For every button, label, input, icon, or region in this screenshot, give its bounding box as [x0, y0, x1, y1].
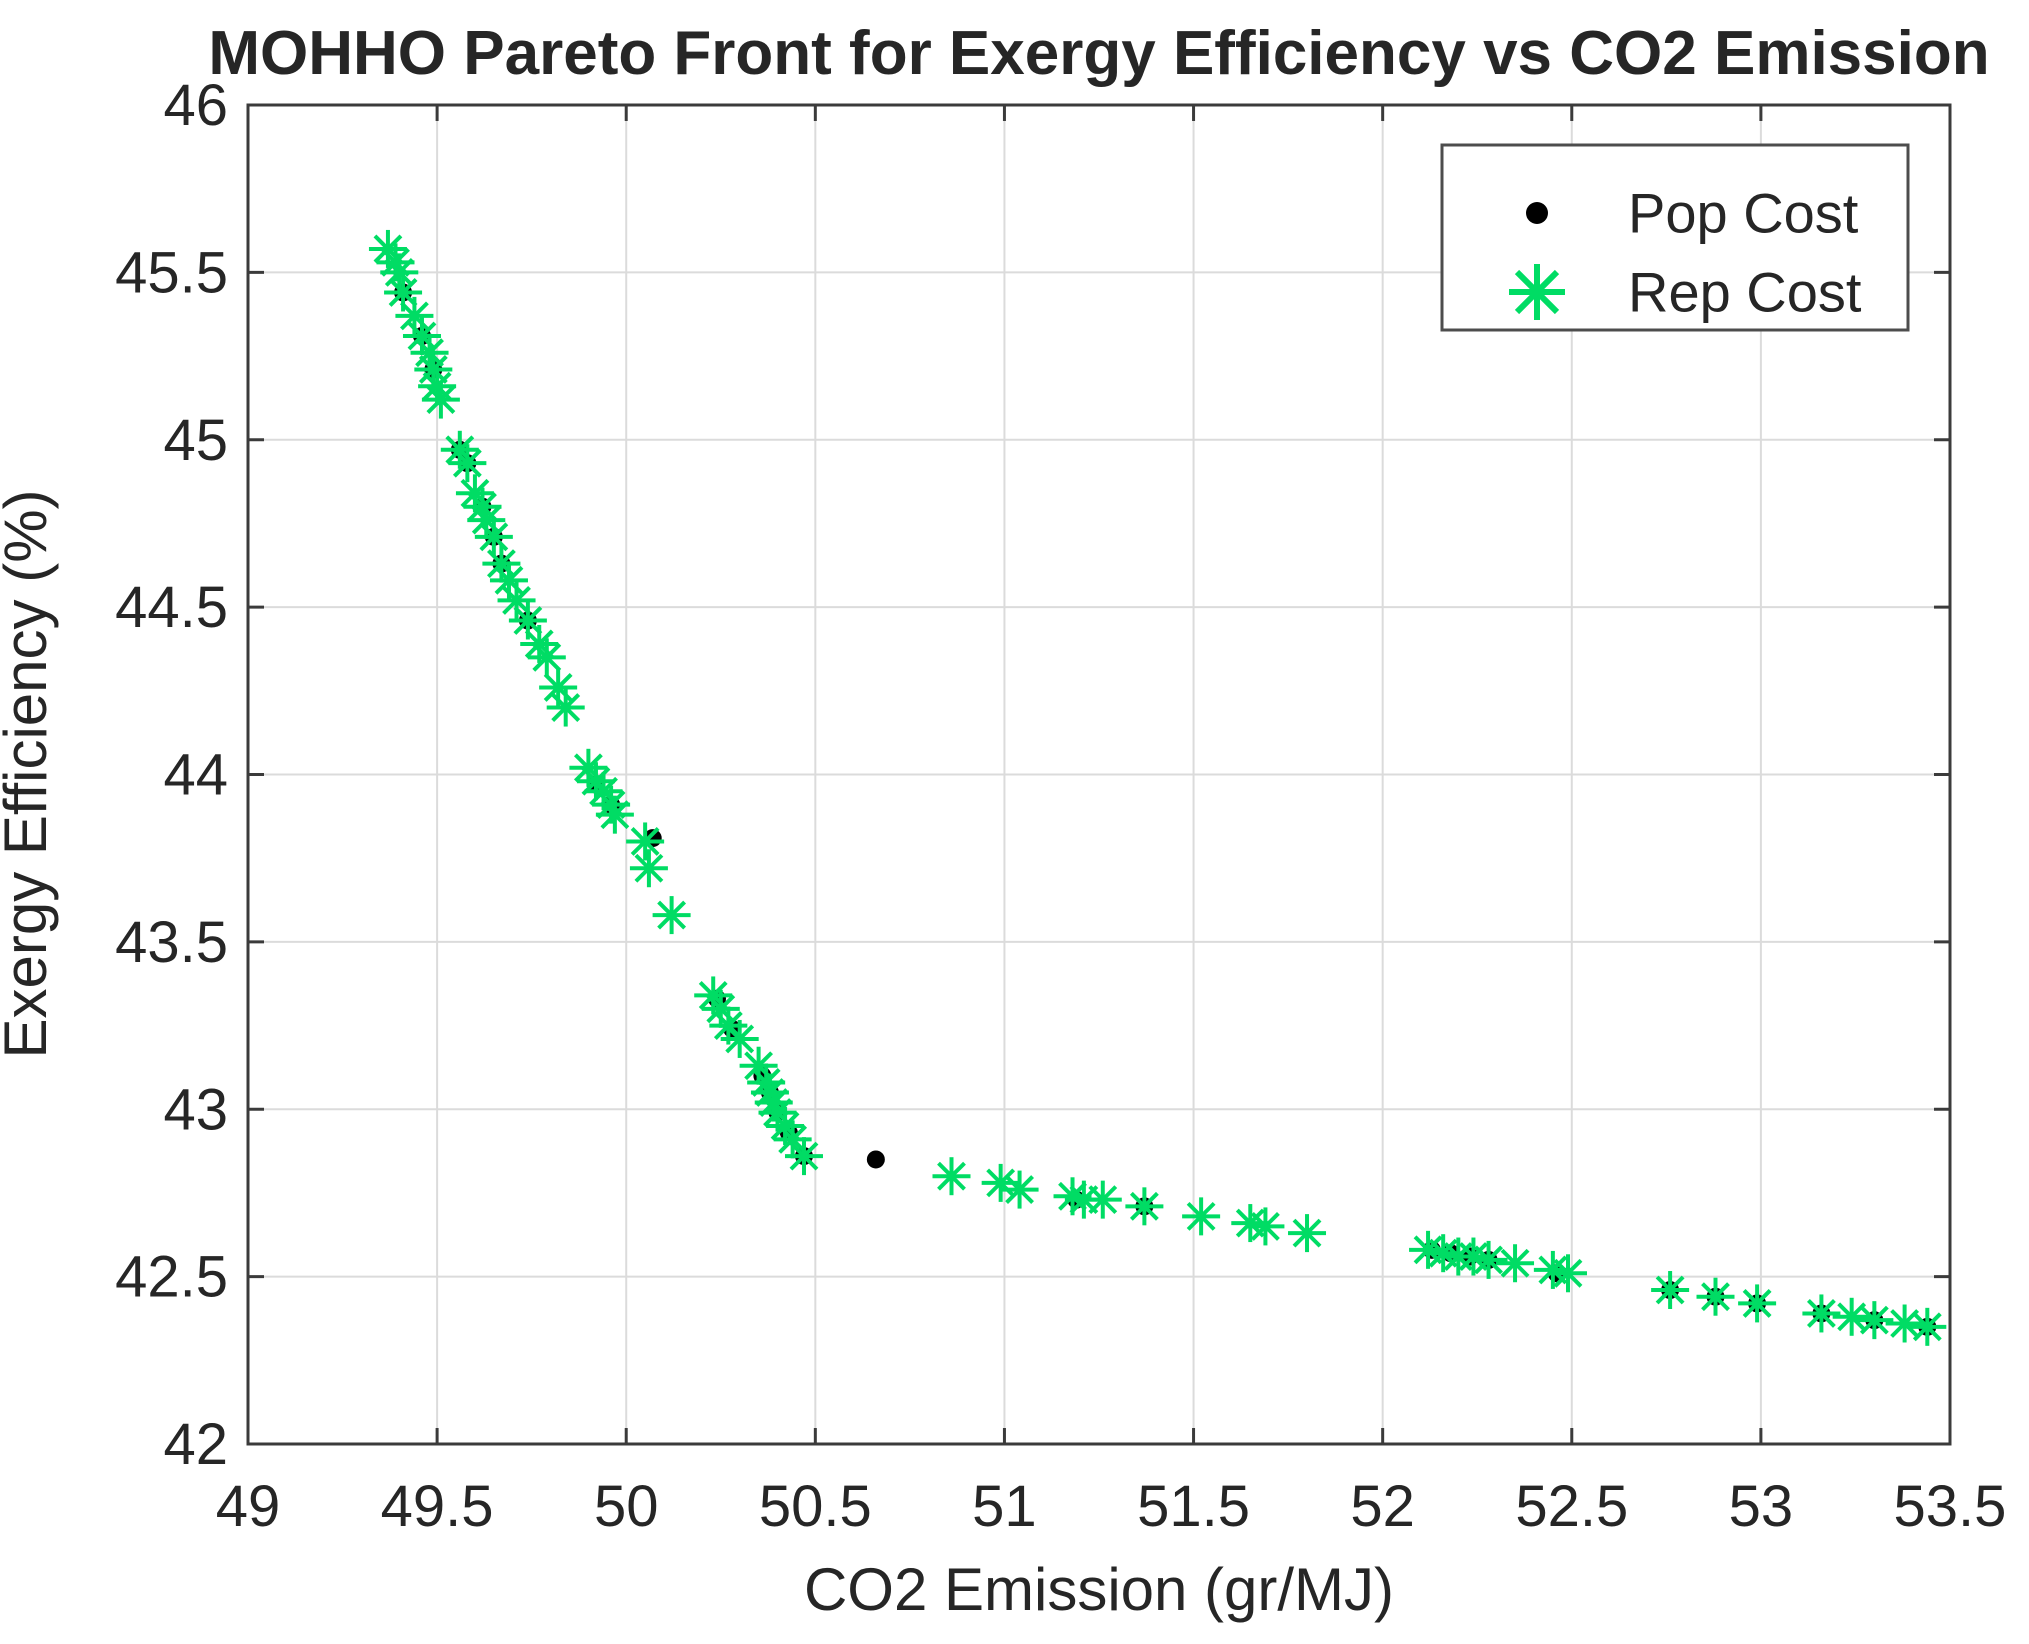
rep-cost-legend-asterisk-icon [1509, 264, 1565, 320]
y-tick-label: 42.5 [115, 1245, 228, 1310]
x-tick-label: 49.5 [381, 1474, 494, 1539]
rep-cost-point [932, 1157, 971, 1196]
rep-cost-point [1083, 1180, 1122, 1219]
rep-cost-point [1832, 1297, 1871, 1336]
rep-cost-point [1182, 1197, 1221, 1236]
y-tick-label: 43.5 [115, 910, 228, 975]
rep-cost-point [497, 581, 536, 620]
rep-cost-point [720, 1019, 759, 1058]
rep-cost-point [784, 1137, 823, 1176]
rep-cost-point [595, 795, 634, 834]
x-tick-label: 51.5 [1137, 1474, 1250, 1539]
y-axis-label: Exergy Efficiency (%) [0, 489, 59, 1058]
rep-cost-point [1469, 1240, 1508, 1279]
x-tick-label: 49 [216, 1474, 281, 1539]
legend-box [1440, 143, 1910, 332]
y-tick-label: 45.5 [115, 240, 228, 305]
pop-cost-point [866, 1150, 885, 1169]
x-tick-label: 51 [972, 1474, 1037, 1539]
x-tick-label: 52 [1350, 1474, 1415, 1539]
rep-cost-point [1246, 1207, 1285, 1246]
x-tick-label: 53.5 [1894, 1474, 2007, 1539]
rep-cost-point [448, 444, 487, 483]
rep-cost-point [546, 688, 585, 727]
rep-cost-point [1885, 1304, 1924, 1343]
rep-cost-point [1000, 1170, 1039, 1209]
grid-layer [248, 105, 1950, 1444]
rep-cost-point [652, 896, 691, 935]
y-tick-label: 44 [163, 743, 228, 808]
rep-cost-point [414, 350, 453, 389]
series-rep-cost [368, 229, 1947, 1346]
rep-cost-point [766, 1106, 805, 1145]
rep-cost-point [1496, 1244, 1535, 1283]
x-tick-label: 52.5 [1515, 1474, 1628, 1539]
rep-cost-point [1738, 1284, 1777, 1323]
legend: Pop Cost Rep Cost [1440, 143, 1910, 332]
y-tick-label: 44.5 [115, 575, 228, 640]
rep-cost-point [629, 849, 668, 888]
rep-cost-point [1802, 1294, 1841, 1333]
x-tick-label: 50 [594, 1474, 659, 1539]
rep-cost-point [1651, 1271, 1690, 1310]
tick-layer [246, 103, 1952, 1446]
y-tick-label: 43 [163, 1077, 228, 1142]
x-tick-label: 50.5 [759, 1474, 872, 1539]
x-tick-label: 53 [1729, 1474, 1794, 1539]
tick-label-layer: 49 49.5 50 50.5 51 51.5 52 52.5 53 53.5 42 42.5 43 43… [115, 73, 2006, 1539]
rep-cost-point [527, 638, 566, 677]
y-tick-label: 42 [163, 1412, 228, 1477]
rep-cost-point [1288, 1214, 1327, 1253]
pop-cost-legend-dot-icon [1526, 202, 1548, 224]
y-tick-label: 45 [163, 408, 228, 473]
legend-label-rep-cost: Rep Cost [1628, 261, 1862, 324]
rep-cost-point [1696, 1277, 1735, 1316]
x-axis-label: CO2 Emission (gr/MJ) [804, 1556, 1394, 1623]
rep-cost-point [1908, 1307, 1947, 1346]
rep-cost-point [1125, 1187, 1164, 1226]
rep-cost-point [1855, 1301, 1894, 1340]
rep-cost-point [463, 487, 502, 526]
rep-cost-point [626, 822, 665, 861]
rep-cost-legend-star [1509, 264, 1565, 320]
rep-cost-point [489, 561, 528, 600]
rep-cost-point [1548, 1254, 1587, 1293]
chart-title: MOHHO Pareto Front for Exergy Efficiency… [208, 19, 1989, 88]
y-tick-label: 46 [163, 73, 228, 138]
legend-label-pop-cost: Pop Cost [1628, 182, 1859, 245]
rep-cost-point [421, 380, 460, 419]
